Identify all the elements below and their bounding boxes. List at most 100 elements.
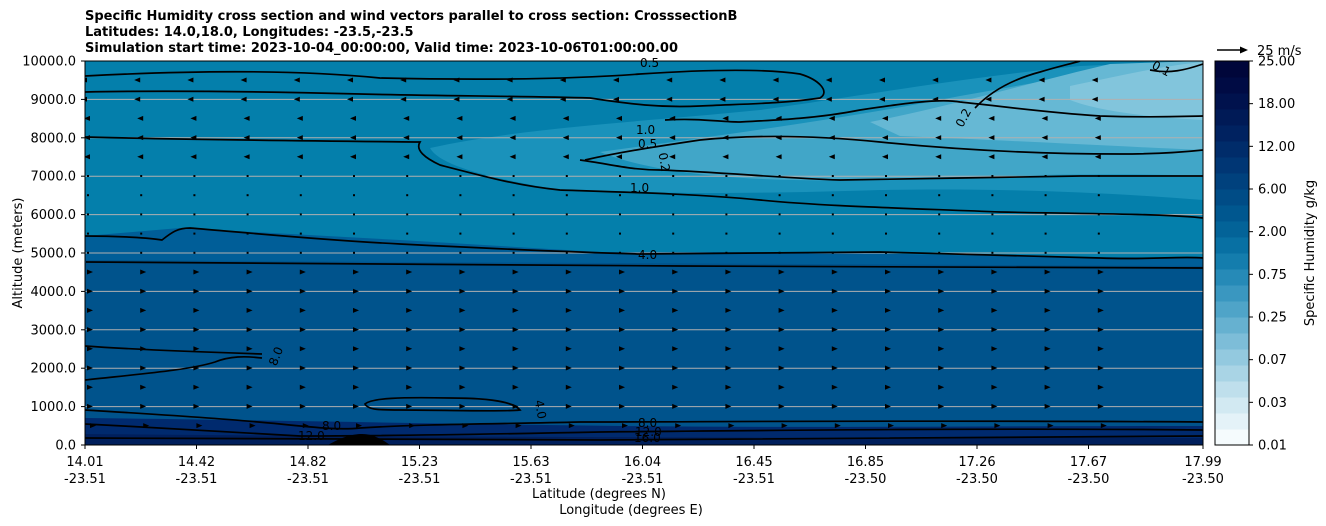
wind-vector: [831, 175, 834, 177]
wind-vector: [246, 251, 249, 254]
wind-vector: [938, 232, 941, 235]
wind-vector: [240, 77, 247, 83]
wind-vector: [722, 135, 729, 141]
wind-vector: [831, 194, 834, 197]
wind-vector: [778, 251, 781, 254]
chart-title-line-1: Specific Humidity cross section and wind…: [85, 9, 738, 24]
wind-vector: [778, 365, 785, 371]
x-tick-label-lon: -23.50: [1068, 472, 1110, 487]
wind-vector: [400, 77, 407, 83]
wind-vector: [991, 403, 998, 409]
contour-label-0: 0.5: [640, 56, 659, 70]
contour-line-12-0: [85, 423, 1203, 437]
wind-vector: [985, 96, 992, 102]
wind-vector: [1044, 384, 1051, 390]
wind-vector: [885, 346, 891, 352]
wind-vector: [778, 232, 781, 235]
wind-vector: [619, 365, 625, 371]
wind-vector: [1094, 154, 1101, 160]
wind-vector: [403, 154, 410, 160]
y-tick-marks: [81, 60, 85, 446]
wind-vector: [299, 327, 306, 333]
wind-vector: [672, 327, 679, 333]
wind-vector: [140, 384, 147, 390]
wind-vector: [772, 96, 779, 102]
colorbar-segment: [1215, 61, 1249, 78]
wind-vector: [459, 269, 466, 275]
x-tick-label-lat: 15.63: [512, 455, 549, 470]
wind-vector: [193, 365, 200, 371]
contour-line-0-1: [1149, 63, 1203, 73]
wind-vector: [1094, 135, 1101, 141]
wind-vector: [87, 269, 93, 275]
wind-vector: [879, 77, 885, 83]
wind-vector: [938, 403, 945, 409]
y-axis-label: Altitude (meters): [11, 198, 26, 309]
wind-vector: [938, 327, 945, 333]
wind-vector: [885, 403, 891, 409]
wind-vector: [622, 423, 628, 429]
wind-vector: [456, 115, 463, 121]
wind-vector: [672, 307, 679, 313]
wind-vector: [831, 213, 834, 216]
wind-vector: [1044, 403, 1051, 409]
x-tick-label-lon: -23.50: [845, 472, 887, 487]
wind-vector: [1044, 346, 1051, 352]
y-tick-label: 0.0: [55, 439, 76, 454]
wind-vector: [87, 327, 93, 333]
wind-vector: [347, 77, 353, 83]
wind-vector: [246, 175, 249, 177]
wind-vector: [456, 154, 463, 160]
wind-vector: [137, 154, 144, 160]
wind-vector: [459, 251, 462, 254]
contour-label-10: 8.0: [322, 419, 341, 433]
wind-vector: [991, 269, 998, 275]
wind-vector: [459, 327, 466, 333]
colorbar-segment: [1215, 381, 1249, 398]
wind-vector: [834, 423, 841, 429]
wind-vector: [353, 403, 359, 409]
wind-vector: [406, 403, 413, 409]
wind-vector: [406, 384, 413, 390]
contour-label-13: 12.0: [635, 425, 662, 439]
wind-vector: [619, 269, 625, 275]
wind-vector: [1038, 77, 1045, 83]
contour-label-12: 8.0: [638, 416, 657, 430]
colorbar-segment: [1215, 205, 1249, 222]
wind-vector: [87, 194, 89, 197]
wind-vector: [299, 232, 302, 235]
wind-vector: [406, 365, 413, 371]
colorbar-segment: [1215, 221, 1249, 238]
wind-vector: [1044, 175, 1047, 177]
x-tick-label-lat: 17.26: [958, 455, 995, 470]
wind-vector: [1091, 96, 1098, 102]
wind-vector: [613, 77, 619, 83]
wind-vector: [565, 307, 572, 313]
wind-vector: [666, 77, 673, 83]
wind-vector: [406, 232, 409, 235]
wind-vector: [1097, 251, 1100, 254]
colorbar-frame: [1214, 60, 1250, 446]
wind-vector: [938, 307, 945, 313]
wind-vector: [403, 115, 410, 121]
wind-vector: [565, 213, 568, 216]
wind-vector: [140, 365, 147, 371]
wind-vector: [619, 327, 625, 333]
x-tick-label-lat: 14.42: [178, 455, 215, 470]
wind-vector: [725, 213, 728, 216]
wind-vector: [935, 154, 942, 160]
wind-vector: [616, 115, 622, 121]
wind-vector: [562, 154, 569, 160]
wind-vector: [140, 307, 147, 313]
colorbar-segment: [1215, 349, 1249, 366]
colorbar-tick-label: 0.75: [1258, 268, 1287, 283]
wind-vector: [994, 423, 1001, 429]
wind-vector: [1097, 365, 1104, 371]
wind-vector: [140, 269, 147, 275]
wind-vector: [616, 154, 622, 160]
wind-vector: [1097, 384, 1104, 390]
wind-vector: [240, 96, 247, 102]
wind-vector: [299, 403, 306, 409]
colorbar-tick-labels: 0.01 0.03 0.07 0.25 0.75 2.00 6.00 12.00…: [1258, 55, 1295, 454]
wind-vector: [991, 307, 998, 313]
